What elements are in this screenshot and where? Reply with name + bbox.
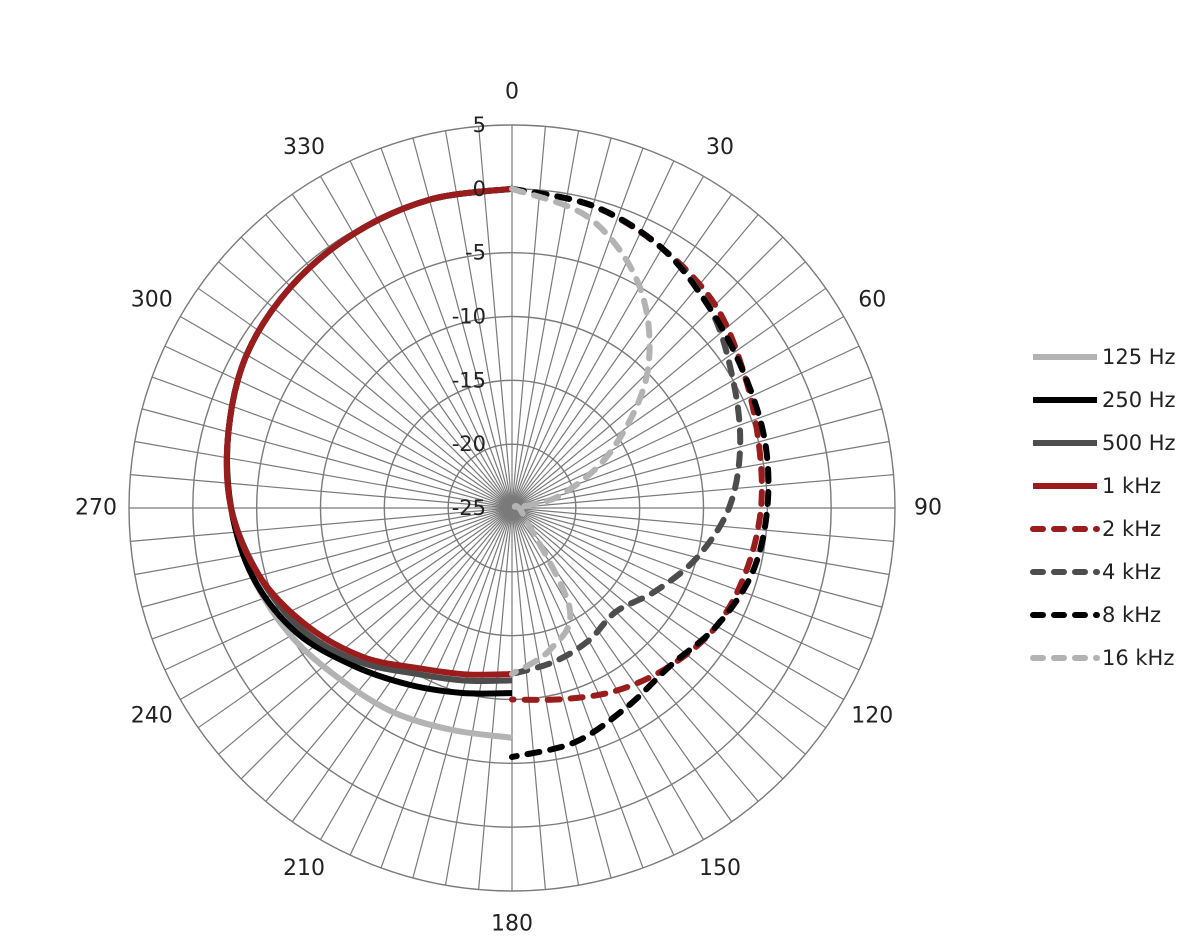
grid-spoke xyxy=(511,507,644,869)
grid-spoke xyxy=(511,507,612,879)
grid-spoke xyxy=(180,315,513,509)
grid-spoke xyxy=(349,160,513,509)
angle-tick-label: 60 xyxy=(858,288,886,313)
grid-spoke xyxy=(511,345,860,509)
angle-tick-label: 120 xyxy=(851,704,893,729)
legend-label-500-hz: 500 Hz xyxy=(1102,431,1176,455)
grid-spoke xyxy=(511,193,733,509)
grid-spoke xyxy=(151,376,513,509)
grid-spoke xyxy=(511,507,733,823)
grid-spoke xyxy=(511,474,894,509)
grid-spoke xyxy=(511,160,675,509)
grid-spoke xyxy=(511,507,675,856)
angle-tick-label: 300 xyxy=(131,288,173,313)
legend-label-1-khz: 1 kHz xyxy=(1102,474,1161,498)
series-line-8-khz xyxy=(509,185,772,760)
angle-tick-label: 90 xyxy=(914,496,942,521)
grid-spoke xyxy=(130,507,513,542)
radial-tick-label: -10 xyxy=(452,305,486,329)
grid-spoke xyxy=(511,130,580,509)
grid-spoke xyxy=(265,507,513,802)
series-line-2-khz xyxy=(509,185,765,703)
grid-spoke xyxy=(511,440,890,509)
grid-spoke xyxy=(218,507,513,755)
grid-spoke xyxy=(511,507,860,671)
grid-spoke xyxy=(240,507,513,780)
angle-tick-label: 240 xyxy=(131,704,173,729)
grid-spoke xyxy=(130,474,513,509)
angle-tick-label: 270 xyxy=(75,496,117,521)
grid-spoke xyxy=(141,507,513,608)
grid-spoke xyxy=(511,287,827,509)
angle-tick-label: 210 xyxy=(283,856,325,881)
radial-tick-label: -25 xyxy=(452,496,486,520)
legend-label-125-hz: 125 Hz xyxy=(1102,345,1176,369)
grid-spoke xyxy=(349,507,513,856)
grid-spoke xyxy=(511,408,883,509)
legend-label-250-hz: 250 Hz xyxy=(1102,388,1176,412)
angle-tick-label: 330 xyxy=(283,135,325,160)
legend: 125 Hz 250 Hz 500 Hz 1 kHz 2 kHz 4 kHz 8 kHz 16… xyxy=(1030,345,1176,670)
grid-spoke xyxy=(511,507,873,640)
grid-spoke xyxy=(197,287,513,509)
grid-spoke xyxy=(444,507,513,886)
grid-spoke xyxy=(511,137,612,509)
grid-spoke xyxy=(197,507,513,729)
grid-spoke xyxy=(511,214,759,509)
grid-spoke xyxy=(511,507,844,701)
grid-spoke xyxy=(134,440,513,509)
series-line-125-hz xyxy=(224,185,513,741)
grid-spoke xyxy=(141,408,513,509)
grid-spoke xyxy=(180,507,513,701)
angle-tick-label: 180 xyxy=(491,912,533,937)
grid-spoke xyxy=(511,507,759,802)
legend-label-2-khz: 2 kHz xyxy=(1102,517,1161,541)
angle-tick-label: 30 xyxy=(706,135,734,160)
grid-spoke xyxy=(218,261,513,509)
radial-tick-label: -20 xyxy=(452,432,486,456)
legend-label-8-khz: 8 kHz xyxy=(1102,603,1161,627)
radial-tick-label: 5 xyxy=(473,113,486,137)
grid-spoke xyxy=(511,315,844,509)
grid-spoke xyxy=(478,507,513,890)
radial-tick-label: -15 xyxy=(452,368,486,392)
grid-spoke xyxy=(511,507,806,755)
grid-spoke xyxy=(511,507,705,840)
angle-tick-label: 0 xyxy=(505,80,519,105)
grid-spoke xyxy=(511,507,890,576)
grid-spoke xyxy=(511,507,894,542)
grid-spoke xyxy=(151,507,513,640)
grid-spoke xyxy=(380,507,513,869)
grid-spoke xyxy=(265,214,513,509)
legend-label-16-khz: 16 kHz xyxy=(1102,646,1174,670)
angle-tick-label: 150 xyxy=(699,856,741,881)
grid-spoke xyxy=(134,507,513,576)
grid-spoke xyxy=(511,147,644,509)
radial-tick-label: 0 xyxy=(473,177,486,201)
grid-spoke xyxy=(511,176,705,509)
grid-spoke xyxy=(240,236,513,509)
grid-spoke xyxy=(511,261,806,509)
grid-spoke xyxy=(380,147,513,509)
grid-spoke xyxy=(291,193,513,509)
legend-label-4-khz: 4 kHz xyxy=(1102,560,1161,584)
grid-spoke xyxy=(511,507,784,780)
radial-tick-label: -5 xyxy=(465,241,486,265)
axis-labels: 030609012015018021024027030033050-5-10-1… xyxy=(75,80,942,937)
grid-spoke xyxy=(164,507,513,671)
grid-spoke xyxy=(511,507,580,886)
grid-spoke xyxy=(511,126,546,509)
polar-grid xyxy=(128,124,896,892)
grid-spoke xyxy=(164,345,513,509)
series-layer xyxy=(223,185,772,760)
series-line-16-khz xyxy=(509,185,653,677)
grid-spoke xyxy=(511,507,827,729)
series-line-1-khz xyxy=(223,185,513,678)
